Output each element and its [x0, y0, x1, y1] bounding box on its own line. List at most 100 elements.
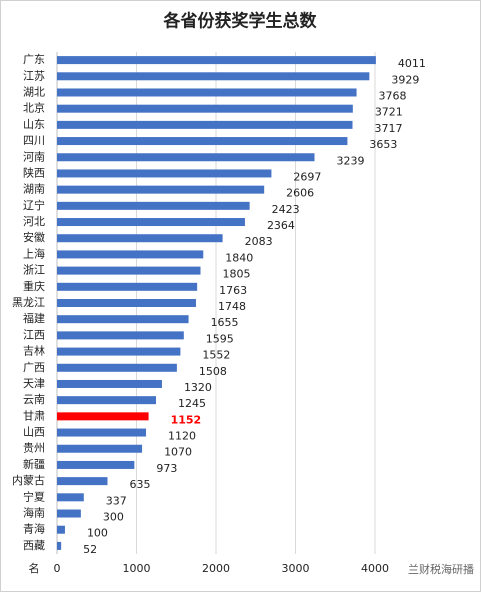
- value-label: 3239: [337, 154, 365, 167]
- y-tick-label: 新疆: [23, 457, 45, 471]
- value-label: 1320: [184, 381, 212, 394]
- bar: [57, 525, 65, 534]
- y-tick-label: 甘肃: [23, 409, 45, 422]
- bar: [57, 185, 265, 194]
- y-tick-label: 陕西: [23, 165, 45, 179]
- bar: [57, 218, 245, 227]
- y-tick-label: 湖北: [23, 85, 45, 98]
- bar: [57, 266, 201, 275]
- y-tick-label: 重庆: [23, 279, 45, 293]
- value-label: 2606: [286, 187, 314, 200]
- y-tick-label: 海南: [23, 506, 45, 520]
- value-label: 1840: [225, 251, 253, 264]
- bar: [57, 396, 156, 405]
- y-tick-label: 山西: [23, 426, 45, 439]
- y-tick-label: 云南: [23, 393, 45, 406]
- bar: [57, 137, 348, 146]
- bar: [57, 56, 376, 65]
- y-tick-label: 上海: [23, 246, 45, 260]
- bar: [57, 201, 250, 210]
- bar: [57, 509, 81, 518]
- bar: [57, 331, 184, 340]
- value-label: 4011: [398, 57, 426, 70]
- y-tick-label: 四川: [23, 134, 45, 147]
- y-tick-label: 河南: [23, 150, 45, 163]
- value-label: 2423: [272, 203, 300, 216]
- value-label: 100: [87, 527, 108, 540]
- x-tick-label: 1000: [123, 562, 151, 575]
- bar: [57, 460, 135, 469]
- y-tick-label: 北京: [23, 101, 45, 115]
- y-tick-label: 吉林: [23, 344, 45, 358]
- y-tick-label: 宁夏: [23, 489, 45, 503]
- bar: [57, 169, 272, 178]
- value-label: 1508: [199, 365, 227, 378]
- bar: [57, 541, 62, 550]
- value-label: 1763: [219, 284, 247, 297]
- y-tick-label: 广西: [23, 361, 45, 374]
- value-label: 1805: [222, 268, 250, 281]
- x-tick-label: 2000: [202, 562, 230, 575]
- bar: [57, 234, 223, 243]
- value-label: 1152: [171, 413, 202, 426]
- bar: [57, 120, 353, 129]
- y-tick-label: 湖南: [23, 183, 45, 196]
- value-label: 337: [106, 494, 127, 507]
- y-tick-label: 西藏: [23, 539, 45, 552]
- y-tick-label: 江苏: [23, 69, 45, 82]
- y-tick-label: 山东: [23, 118, 45, 131]
- bar: [57, 412, 149, 421]
- y-tick-label: 江西: [23, 328, 45, 341]
- y-tick-label: 辽宁: [23, 198, 45, 212]
- y-tick-label: 福建: [23, 311, 45, 325]
- x-tick-label: 3000: [282, 562, 310, 575]
- y-tick-label: 黑龙江: [12, 296, 45, 309]
- y-tick-label: 浙江: [23, 264, 45, 277]
- y-axis-label: 名: [29, 561, 40, 575]
- value-label: 2697: [293, 170, 321, 183]
- value-label: 1120: [168, 430, 196, 443]
- value-label: 2364: [267, 219, 295, 232]
- watermark: 兰财税海研播: [408, 562, 474, 576]
- bar: [57, 72, 370, 81]
- y-tick-label: 天津: [23, 377, 45, 390]
- value-label: 973: [156, 462, 177, 475]
- y-tick-label: 贵州: [23, 442, 45, 455]
- bar: [57, 315, 189, 324]
- value-label: 3768: [379, 89, 407, 102]
- value-label: 52: [83, 543, 97, 556]
- value-label: 3929: [391, 73, 419, 86]
- bar: [57, 444, 143, 453]
- value-label: 1552: [202, 349, 230, 362]
- value-label: 1595: [206, 332, 234, 345]
- value-label: 3653: [369, 138, 397, 151]
- value-label: 2083: [245, 235, 273, 248]
- value-label: 3717: [375, 122, 403, 135]
- x-tick-label: 4000: [361, 562, 389, 575]
- bar: [57, 347, 181, 356]
- value-label: 3721: [375, 106, 403, 119]
- value-label: 1245: [178, 397, 206, 410]
- y-tick-label: 内蒙古: [12, 473, 45, 487]
- bar: [57, 493, 84, 502]
- value-label: 1070: [164, 446, 192, 459]
- bar: [57, 104, 353, 113]
- bar: [57, 250, 204, 259]
- bar: [57, 299, 196, 307]
- y-tick-label: 广东: [23, 53, 45, 66]
- value-label: 1655: [211, 316, 239, 329]
- value-label: 635: [129, 478, 150, 491]
- bar: [57, 363, 177, 372]
- y-tick-label: 青海: [23, 522, 45, 536]
- chart-title: 各省份获奖学生总数: [163, 11, 318, 32]
- x-tick-label: 0: [54, 562, 61, 575]
- bar: [57, 477, 108, 486]
- bar: [57, 88, 357, 97]
- bar: [57, 153, 315, 162]
- y-tick-label: 安徽: [23, 230, 45, 244]
- bar: [57, 379, 162, 388]
- y-tick-label: 河北: [23, 215, 45, 228]
